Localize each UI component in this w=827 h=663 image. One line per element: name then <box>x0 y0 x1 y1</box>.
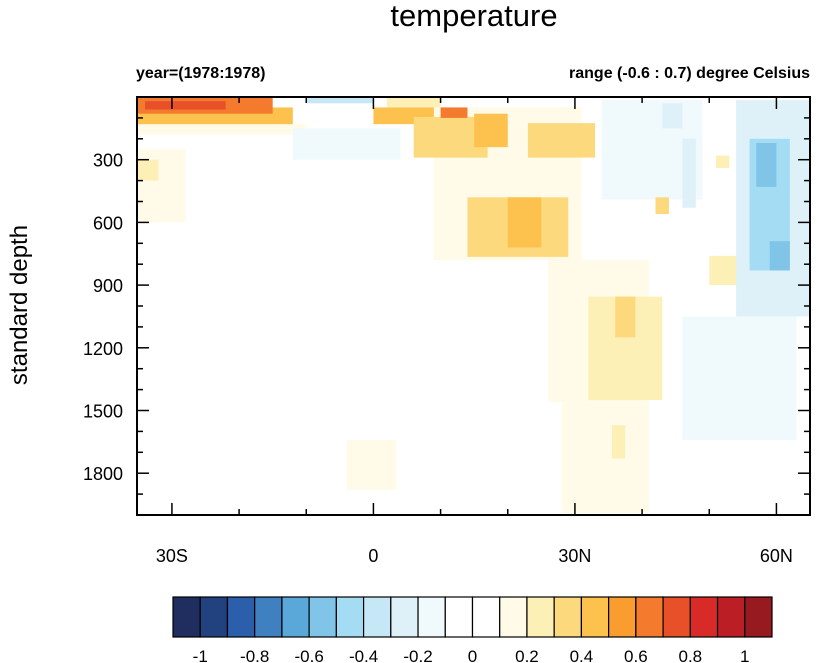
heatmap-cell <box>682 138 696 208</box>
colorbar-box <box>608 596 637 638</box>
colorbar-box <box>172 596 201 638</box>
heatmap-cell <box>756 142 777 187</box>
heatmap-cell <box>474 113 508 148</box>
heatmap-cell <box>655 197 669 215</box>
y-tick-label: 1800 <box>83 464 123 484</box>
colorbar-label: -0.8 <box>240 647 269 663</box>
colorbar-box <box>281 596 310 638</box>
colorbar-label: 0.4 <box>570 647 594 663</box>
colorbar-box <box>226 596 256 638</box>
x-tick-label: 30N <box>558 546 591 566</box>
colorbar-label: 0.2 <box>515 647 539 663</box>
colorbar: -1 -0.8 -0.6 -0.4 -0.2 0 0.2 0.4 0.6 0.8 1 <box>172 596 773 663</box>
colorbar-label: 0.6 <box>624 647 648 663</box>
colorbar-label: -1 <box>193 647 208 663</box>
colorbar-box <box>744 596 773 638</box>
x-tick-label: 60N <box>760 546 793 566</box>
y-tick-label: 900 <box>93 276 123 296</box>
heatmap-cell <box>561 402 649 513</box>
colorbar-box <box>254 596 283 638</box>
heatmap-cell <box>527 123 596 158</box>
heatmap-cell <box>137 124 307 135</box>
colorbar-box <box>199 596 229 638</box>
heatmap-cell <box>145 101 226 110</box>
y-tick-label: 1200 <box>83 339 123 359</box>
subtitle-right: range (-0.6 : 0.7) degree Celsius <box>569 65 810 82</box>
colorbar-label: 0.8 <box>678 647 702 663</box>
x-tick-label: 0 <box>368 546 378 566</box>
colorbar-box <box>444 596 474 638</box>
colorbar-box <box>662 596 691 638</box>
colorbar-label: 0 <box>468 647 477 663</box>
heatmap-cell <box>611 425 626 459</box>
y-tick-label: 300 <box>93 151 123 171</box>
colorbar-label: -0.2 <box>403 647 432 663</box>
heatmap-cell <box>386 97 441 108</box>
heatmap-cell <box>440 107 468 118</box>
colorbar-box <box>335 596 365 638</box>
colorbar-box <box>308 596 337 638</box>
heatmap-cell <box>682 316 797 440</box>
heatmap-cell <box>292 128 401 160</box>
heatmap-cell <box>662 103 683 129</box>
heatmap-cell <box>507 197 542 248</box>
colorbar-box <box>499 596 528 638</box>
subtitle-left: year=(1978:1978) <box>136 65 265 82</box>
heatmap-cell <box>137 159 159 181</box>
colorbar-box <box>689 596 719 638</box>
colorbar-box <box>580 596 610 638</box>
colorbar-box <box>471 596 501 638</box>
colorbar-label: -0.6 <box>294 647 323 663</box>
chart-title: temperature <box>390 0 557 33</box>
heatmap-cell <box>306 97 374 104</box>
y-tick-label: 1500 <box>83 402 123 422</box>
colorbar-label: 1 <box>740 647 749 663</box>
heatmap-cells <box>137 97 810 513</box>
x-tick-label: 30S <box>156 546 188 566</box>
heatmap-cell <box>715 155 730 169</box>
colorbar-box <box>390 596 419 638</box>
y-axis-label: standard depth <box>6 225 33 385</box>
axes: 30S 0 30N 60N 300 600 900 1200 1500 1800 <box>83 96 811 566</box>
colorbar-box <box>635 596 664 638</box>
colorbar-box <box>417 596 446 638</box>
heatmap-cell <box>615 296 636 338</box>
colorbar-box <box>553 596 583 638</box>
colorbar-label: -0.4 <box>349 647 378 663</box>
heatmap-cell <box>769 241 790 271</box>
y-tick-label: 600 <box>93 213 123 233</box>
colorbar-box <box>362 596 392 638</box>
colorbar-box <box>526 596 555 638</box>
colorbar-box <box>716 596 746 638</box>
heatmap-cell <box>346 439 397 490</box>
